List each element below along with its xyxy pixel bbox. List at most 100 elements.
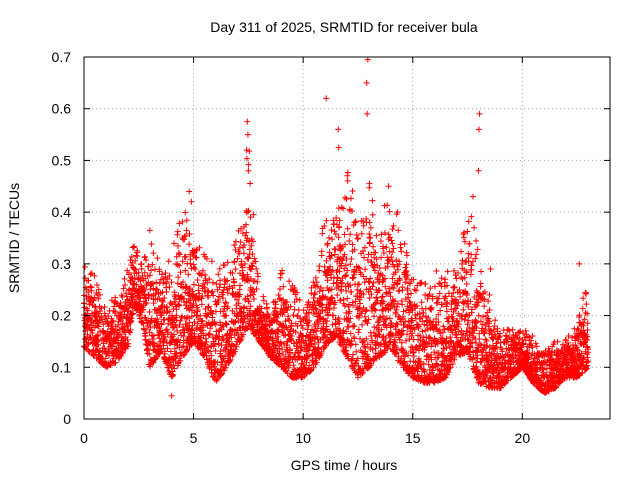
data-point (290, 312, 297, 319)
data-point (228, 334, 235, 341)
data-point (180, 343, 187, 350)
data-point (474, 355, 481, 362)
data-point (366, 219, 373, 226)
data-point (220, 308, 227, 315)
data-point (132, 266, 139, 273)
data-point (154, 316, 161, 323)
data-point (175, 274, 182, 281)
data-point (85, 277, 92, 284)
data-point (208, 307, 215, 314)
data-point (239, 331, 246, 338)
data-point (107, 361, 114, 368)
data-point (142, 314, 149, 321)
data-point (268, 327, 275, 334)
data-point (161, 348, 168, 355)
data-point (260, 297, 267, 304)
data-point (167, 348, 174, 355)
data-point (344, 295, 351, 302)
data-point (509, 326, 516, 333)
data-point (105, 347, 112, 354)
data-point (187, 256, 194, 263)
data-point (249, 251, 256, 258)
data-point (579, 305, 586, 312)
data-point (203, 338, 210, 345)
data-point (176, 302, 183, 309)
data-point (157, 276, 164, 283)
data-point (158, 345, 165, 352)
data-point (450, 289, 457, 296)
data-point (217, 277, 224, 284)
data-point (194, 276, 201, 283)
data-point (145, 338, 152, 345)
data-point (316, 263, 323, 270)
data-point (231, 326, 238, 333)
data-point (206, 332, 213, 339)
data-point (401, 240, 408, 247)
data-point (135, 269, 142, 276)
data-point (369, 197, 376, 204)
data-point (492, 317, 499, 324)
data-point (385, 183, 392, 190)
data-point (234, 255, 241, 262)
data-point (170, 371, 177, 378)
data-point (163, 280, 170, 287)
data-point (574, 325, 581, 332)
data-point (87, 326, 94, 333)
data-point (192, 265, 199, 272)
data-point (132, 257, 139, 264)
data-point (112, 294, 119, 301)
data-point (358, 230, 365, 237)
data-point (179, 278, 186, 285)
data-point (94, 342, 101, 349)
data-point (197, 312, 204, 319)
data-point (183, 227, 190, 234)
data-point (348, 255, 355, 262)
data-point (370, 243, 377, 250)
data-point (236, 244, 243, 251)
data-point (230, 342, 237, 349)
data-point (236, 270, 243, 277)
data-point (411, 286, 418, 293)
data-point (148, 241, 155, 248)
data-point (380, 250, 387, 257)
y-tick-label: 0.5 (52, 152, 72, 168)
data-point (146, 227, 153, 234)
data-point (475, 126, 482, 133)
data-point (473, 251, 480, 258)
data-point (250, 296, 257, 303)
data-point (258, 331, 265, 338)
data-point (253, 265, 260, 272)
y-tick-label: 0.4 (52, 204, 72, 220)
data-point (246, 298, 253, 305)
data-point (366, 231, 373, 238)
data-point (148, 315, 155, 322)
data-point (399, 301, 406, 308)
data-point (123, 293, 130, 300)
data-point (183, 283, 190, 290)
data-point (332, 246, 339, 253)
data-point (214, 359, 221, 366)
data-point (476, 341, 483, 348)
data-point (227, 356, 234, 363)
data-point (211, 320, 218, 327)
data-point (516, 329, 523, 336)
data-point (191, 318, 198, 325)
data-point (253, 308, 260, 315)
data-point (410, 353, 417, 360)
data-point (91, 294, 98, 301)
data-point (173, 306, 180, 313)
data-point (153, 310, 160, 317)
data-point (584, 320, 591, 327)
data-point (324, 240, 331, 247)
data-point (173, 317, 180, 324)
data-point (248, 242, 255, 249)
data-point (167, 300, 174, 307)
data-point (324, 318, 331, 325)
chart-title: Day 311 of 2025, SRMTID for receiver bul… (210, 19, 478, 35)
data-point (190, 281, 197, 288)
data-point (373, 232, 380, 239)
data-point (182, 209, 189, 216)
data-point (180, 352, 187, 359)
data-point (224, 303, 231, 310)
data-point (158, 303, 165, 310)
